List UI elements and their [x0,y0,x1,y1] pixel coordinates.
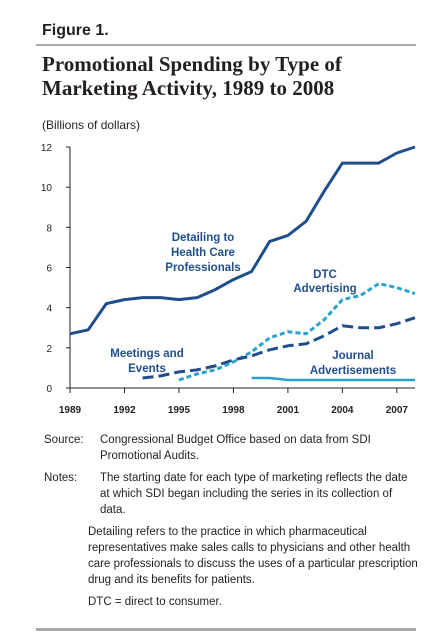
annotation-line: Advertisements [310,365,396,377]
unit-label: (Billions of dollars) [42,118,141,132]
x-tick-label: 1992 [113,405,136,416]
x-tick-label: 1998 [222,405,245,416]
series-annotation-2: DTC Advertising [293,269,356,295]
annotation-line: DTC [313,269,337,281]
annotation-line: Detailing to [172,232,235,244]
chart-title: Promotional Spending by Type of Marketin… [42,52,342,100]
line-chart: 0 2 4 6 8 10 12 1989 1992 1995 1998 2001 2004 2007 D… [41,143,416,416]
notes-block: Source: Congressional Budget Office base… [44,432,419,616]
annotation-line: Professionals [165,262,240,274]
x-axis-ticks: 1989 1992 1995 1998 2001 2004 2007 [59,388,409,416]
series-line-4 [251,376,415,382]
y-tick-label: 8 [46,223,52,234]
x-tick-label: 2004 [331,405,354,416]
note-1: The starting date for each type of marke… [100,472,408,516]
annotation-line: Events [128,363,166,375]
annotation-layer: Detailing to Health Care Professionals DTC A… [110,232,396,377]
source-row: Source: Congressional Budget Office base… [44,432,419,464]
x-tick-label: 1995 [168,405,191,416]
y-tick-label: 6 [46,264,52,275]
annotation-line: Meetings and [110,348,183,360]
annotation-line: Advertising [293,283,356,295]
note-2: Detailing refers to the practice in whic… [88,526,418,586]
annotation-line: Health Care [171,247,235,259]
series-annotation-3: Meetings and Events [110,348,183,375]
notes-label: Notes: [44,472,78,484]
series-layer [69,145,416,382]
x-tick-label: 2001 [277,405,300,416]
series-annotation-1: Detailing to Health Care Professionals [165,232,240,274]
source-text: Congressional Budget Office based on dat… [100,434,371,462]
top-rule [36,44,416,46]
bottom-rule [36,628,416,631]
y-tick-label: 0 [46,384,52,395]
series-line-2 [178,282,416,382]
x-tick-label: 2007 [386,405,409,416]
series-annotation-4: Journal Advertisements [310,350,396,377]
y-tick-label: 10 [41,183,53,194]
y-tick-label: 12 [41,143,53,154]
annotation-line: Journal [332,350,374,362]
source-label: Source: [44,434,84,446]
series-line-1 [69,145,416,336]
x-tick-label: 1989 [59,405,82,416]
y-tick-label: 4 [46,304,52,315]
y-tick-label: 2 [46,344,52,355]
notes-row: Notes: The starting date for each type o… [44,470,419,518]
note-3: DTC = direct to consumer. [88,596,222,608]
figure-label: Figure 1. [42,22,109,39]
y-axis-ticks: 0 2 4 6 8 10 12 [41,143,70,395]
